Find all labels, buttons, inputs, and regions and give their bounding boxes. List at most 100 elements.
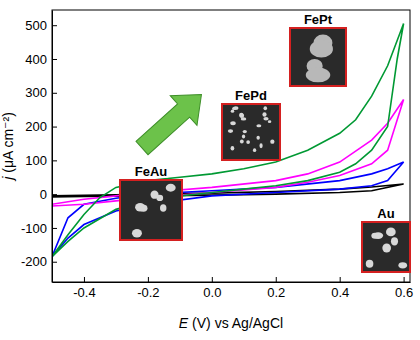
x-axis-title: E (V) vs Ag/AgCl <box>179 315 283 331</box>
y-tick-mark <box>52 262 57 263</box>
particle <box>382 243 391 252</box>
y-tick: -100 <box>21 221 57 236</box>
y-tick-label: 500 <box>25 18 47 33</box>
x-tick-label: -0.4 <box>73 285 95 300</box>
particle <box>310 40 333 57</box>
y-tick-mark <box>52 228 57 229</box>
x-tick-mark <box>84 277 85 282</box>
x-tick: 0.0 <box>203 277 221 300</box>
inset-label: FePt <box>304 12 333 27</box>
particle <box>241 117 247 120</box>
sem-inset <box>290 28 346 86</box>
cv-curve <box>52 162 404 257</box>
y-tick-label: 100 <box>25 153 47 168</box>
y-tick: -200 <box>21 254 57 269</box>
x-tick: 0.2 <box>267 277 285 300</box>
x-tick-mark <box>212 277 213 282</box>
y-tick-mark <box>52 160 57 161</box>
x-tick: 0.6 <box>395 277 413 300</box>
cv-curve <box>52 24 404 257</box>
particle <box>264 106 268 110</box>
x-tick-mark <box>404 277 405 282</box>
particle <box>150 190 158 198</box>
particle <box>228 129 233 133</box>
y-tick: 300 <box>25 85 57 100</box>
y-axis-line <box>52 11 53 283</box>
y-tick: 0 <box>40 187 57 202</box>
inset-frame <box>222 104 280 160</box>
y-tick: 200 <box>25 119 57 134</box>
y-tick-label: 200 <box>25 119 47 134</box>
x-tick-label: 0.0 <box>203 285 221 300</box>
particle <box>232 107 236 110</box>
particle <box>230 121 236 125</box>
particle <box>256 124 261 127</box>
particle <box>160 204 166 212</box>
x-tick-mark <box>276 277 277 282</box>
particle <box>262 112 266 117</box>
particle <box>231 146 235 151</box>
particle <box>386 228 396 237</box>
y-tick-mark <box>52 25 57 26</box>
axis-title-rest: (V) vs Ag/AgCl <box>188 315 283 331</box>
y-tick-label: 0 <box>40 187 47 202</box>
particle <box>132 229 142 237</box>
y-axis-title: j (μA cm⁻²) <box>0 112 16 182</box>
y-tick-mark <box>52 59 57 60</box>
plot: -0.4 -0.2 0.0 0.2 0.4 0.6 -200 -100 0 100 200 300 40… <box>21 10 413 300</box>
particle <box>240 140 244 144</box>
particle <box>243 130 247 133</box>
sem-inset <box>120 180 182 240</box>
particle <box>242 135 245 139</box>
x-axis-line <box>53 282 411 283</box>
y-tick-label: 400 <box>25 52 47 67</box>
y-tick: 400 <box>25 52 57 67</box>
y-tick-mark <box>52 194 57 195</box>
particle <box>391 237 398 245</box>
sem-inset <box>362 222 410 272</box>
x-tick-mark <box>148 277 149 282</box>
particle <box>373 232 383 239</box>
inset-frame <box>362 222 410 272</box>
inset-label: Au <box>377 206 394 221</box>
particle <box>366 260 374 268</box>
y-axis: -200 -100 0 100 200 300 400 500 <box>21 11 57 283</box>
x-tick: -0.2 <box>137 277 159 300</box>
x-tick: 0.4 <box>331 277 349 300</box>
particle <box>398 262 407 268</box>
particle <box>239 113 243 117</box>
plot-frame <box>52 10 410 282</box>
lines <box>52 24 404 257</box>
particle <box>263 117 268 121</box>
inset-frame <box>120 180 182 240</box>
x-tick: -0.4 <box>73 277 95 300</box>
x-axis: -0.4 -0.2 0.0 0.2 0.4 0.6 <box>53 277 414 300</box>
inset-frame <box>290 28 346 86</box>
particle <box>139 205 147 212</box>
y-tick-label: 300 <box>25 85 47 100</box>
particle <box>166 184 176 192</box>
axis-title-rest: (μA cm⁻²) <box>0 112 16 176</box>
particle <box>306 68 330 83</box>
y-tick: 100 <box>25 153 57 168</box>
x-tick-label: -0.2 <box>137 285 159 300</box>
y-tick-label: -200 <box>21 254 47 269</box>
x-tick-mark <box>340 277 341 282</box>
particle <box>259 143 262 148</box>
x-tick-label: 0.4 <box>331 285 349 300</box>
inset-label: FePd <box>235 88 267 103</box>
arrow-shape <box>129 80 215 163</box>
y-tick: 500 <box>25 18 57 33</box>
particle <box>253 148 256 152</box>
particle <box>246 140 250 144</box>
particle <box>270 139 274 143</box>
x-tick-label: 0.2 <box>267 285 285 300</box>
particle <box>268 120 271 123</box>
inset-label: FeAu <box>135 164 168 179</box>
y-tick-label: -100 <box>21 221 47 236</box>
x-tick-label: 0.6 <box>395 285 413 300</box>
particle <box>256 136 259 140</box>
y-tick-mark <box>52 127 57 128</box>
trend-arrow <box>129 80 215 163</box>
y-tick-mark <box>52 93 57 94</box>
